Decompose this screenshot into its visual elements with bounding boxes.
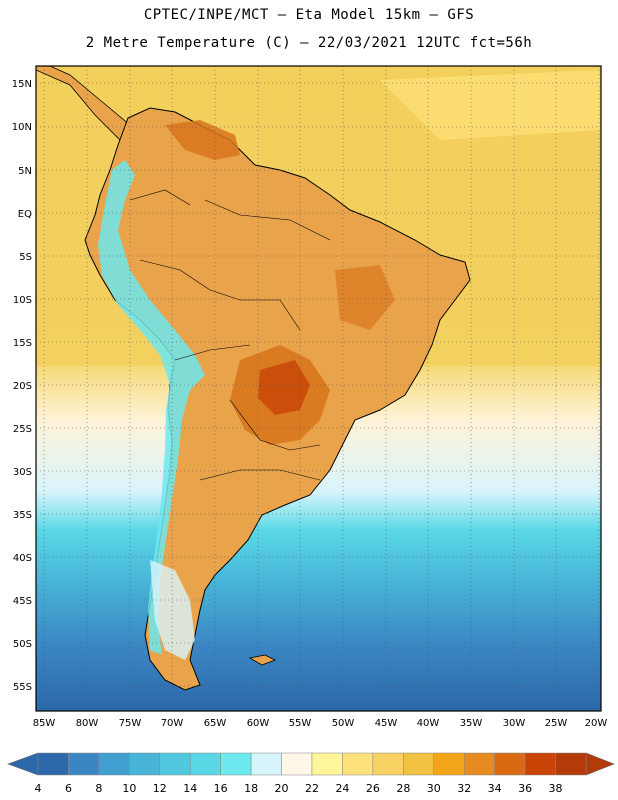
lat-label: 15N — [12, 79, 32, 90]
lat-label: 15S — [13, 338, 32, 349]
colorbar-swatch — [98, 752, 130, 776]
color-scale-legend: 4 6 8 10 12 14 16 18 20 22 24 26 28 30 32 34 36 38 — [7, 752, 615, 795]
colorbar-tick-label: 26 — [366, 782, 380, 795]
colorbar-swatch — [68, 752, 100, 776]
lat-label: EQ — [18, 209, 32, 220]
colorbar-tick-label: 24 — [335, 782, 349, 795]
color-scale-swatches — [7, 752, 615, 776]
lon-label: 85W — [33, 718, 56, 729]
colorbar-tick-label: 28 — [396, 782, 410, 795]
colorbar-tick-label: 38 — [549, 782, 563, 795]
colorbar-tick-label: 32 — [457, 782, 471, 795]
colorbar-swatch — [403, 752, 435, 776]
colorbar-swatch — [433, 752, 465, 776]
colorbar-swatch — [555, 752, 587, 776]
colorbar-low-arrow — [7, 752, 39, 776]
colorbar-high-arrow — [585, 752, 615, 776]
colorbar-tick-label: 34 — [488, 782, 502, 795]
colorbar-tick-label: 18 — [244, 782, 258, 795]
color-scale-ticks: 4 6 8 10 12 14 16 18 20 22 24 26 28 30 32 34 36 38 — [35, 782, 563, 795]
lon-label: 40W — [417, 718, 440, 729]
colorbar-swatch — [189, 752, 221, 776]
lon-label: 25W — [545, 718, 568, 729]
lat-label: 5S — [19, 252, 32, 263]
lat-label: 25S — [13, 424, 32, 435]
lon-label: 70W — [161, 718, 184, 729]
lat-label: 10S — [13, 295, 32, 306]
map-frame — [35, 65, 602, 712]
colorbar-swatch — [311, 752, 343, 776]
map-title-line-2: 2 Metre Temperature (C) – 22/03/2021 12U… — [85, 35, 533, 51]
colorbar-tick-label: 4 — [35, 782, 42, 795]
colorbar-tick-label: 6 — [65, 782, 72, 795]
lat-label: 40S — [13, 553, 32, 564]
latitude-labels: 15N 10N 5N EQ 5S 10S 15S 20S 25S 30S 35S… — [12, 79, 32, 693]
colorbar-tick-label: 20 — [275, 782, 289, 795]
map-title-line-1: CPTEC/INPE/MCT – Eta Model 15km – GFS — [143, 7, 475, 23]
colorbar-tick-label: 14 — [183, 782, 197, 795]
lat-label: 5N — [18, 166, 32, 177]
lat-label: 10N — [12, 122, 32, 133]
lon-label: 60W — [247, 718, 270, 729]
lat-label: 55S — [13, 682, 32, 693]
lat-label: 45S — [13, 596, 32, 607]
lon-label: 30W — [503, 718, 526, 729]
colorbar-tick-label: 36 — [518, 782, 532, 795]
colorbar-tick-label: 16 — [214, 782, 228, 795]
colorbar-tick-label: 12 — [153, 782, 167, 795]
andes-cool-region — [98, 160, 205, 655]
lon-label: 55W — [289, 718, 312, 729]
colorbar-tick-label: 10 — [122, 782, 136, 795]
lat-label: 50S — [13, 639, 32, 650]
colorbar-tick-label: 30 — [427, 782, 441, 795]
lon-label: 45W — [375, 718, 398, 729]
temperature-map: 15N 10N 5N EQ 5S 10S 15S 20S 25S 30S 35S… — [12, 65, 608, 729]
colorbar-tick-label: 8 — [95, 782, 102, 795]
lon-label: 50W — [332, 718, 355, 729]
lon-label: 80W — [76, 718, 99, 729]
colorbar-swatch — [250, 752, 282, 776]
lat-label: 30S — [13, 467, 32, 478]
colorbar-swatch — [281, 752, 313, 776]
lon-label: 65W — [204, 718, 227, 729]
lat-label: 20S — [13, 381, 32, 392]
colorbar-swatch — [220, 752, 252, 776]
colorbar-swatch — [159, 752, 191, 776]
colorbar-swatch — [37, 752, 69, 776]
colorbar-swatch — [342, 752, 374, 776]
country-borders — [129, 189, 331, 481]
lon-label: 20W — [585, 718, 608, 729]
colorbar-swatch — [524, 752, 556, 776]
longitude-labels: 85W 80W 75W 70W 65W 60W 55W 50W 45W 40W … — [33, 718, 608, 729]
colorbar-tick-label: 22 — [305, 782, 319, 795]
lon-label: 75W — [119, 718, 142, 729]
colorbar-swatch — [129, 752, 161, 776]
lat-label: 35S — [13, 510, 32, 521]
colorbar-swatch — [463, 752, 495, 776]
colorbar-swatch — [494, 752, 526, 776]
lon-label: 35W — [460, 718, 483, 729]
colorbar-swatch — [372, 752, 404, 776]
